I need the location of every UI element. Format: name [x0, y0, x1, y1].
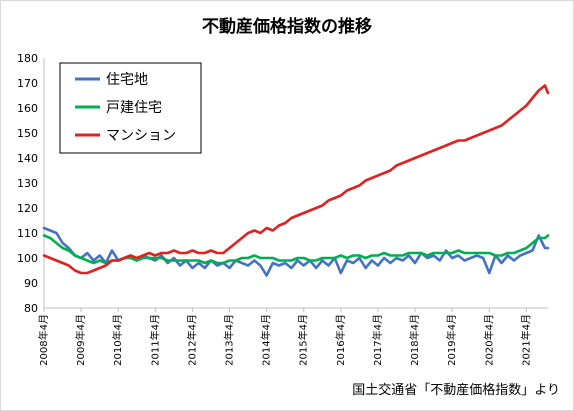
y-tick-label: 120 — [17, 202, 38, 215]
x-tick-label: 2018年4月 — [408, 314, 421, 366]
y-tick-label: 150 — [17, 127, 38, 140]
x-tick-label: 2011年4月 — [148, 314, 161, 366]
y-tick-label: 110 — [17, 227, 38, 240]
legend-label: 戸建住宅 — [106, 100, 162, 116]
y-tick-label: 180 — [17, 52, 38, 65]
x-tick-label: 2021年4月 — [519, 314, 532, 366]
y-tick-label: 90 — [24, 277, 38, 290]
series-line-2 — [42, 234, 550, 265]
x-tick-label: 2016年4月 — [334, 314, 347, 366]
x-tick-label: 2013年4月 — [223, 314, 236, 366]
x-tick-label: 2008年4月 — [37, 314, 50, 366]
y-tick-label: 140 — [17, 152, 38, 165]
chart-title: 不動産価格指数の推移 — [202, 17, 372, 37]
legend-label: 住宅地 — [106, 72, 148, 88]
y-tick-label: 100 — [17, 252, 38, 265]
plot-area — [43, 58, 548, 309]
y-tick-label: 80 — [24, 302, 38, 315]
x-tick-label: 2009年4月 — [74, 314, 87, 366]
y-axis: 80 90 100 110 120 130 140 150 160 170 180 — [17, 52, 38, 315]
x-tick-label: 2017年4月 — [371, 314, 384, 366]
x-tick-label: 2019年4月 — [445, 314, 458, 366]
source-note: 国土交通省「不動産価格指数」より — [352, 383, 560, 398]
y-tick-label: 130 — [17, 177, 38, 190]
legend-label: マンション — [106, 128, 176, 144]
x-tick-label: 2020年4月 — [482, 314, 495, 366]
x-tick-label: 2012年4月 — [185, 314, 198, 366]
x-tick-label: 2010年4月 — [111, 314, 124, 366]
series-layer — [42, 84, 550, 277]
x-tick-label: 2015年4月 — [297, 314, 310, 366]
x-tick-label: 2014年4月 — [260, 314, 273, 366]
x-axis: 2008年4月 2009年4月 2010年4月 2011年4月 2012年4月 2013年… — [37, 308, 532, 366]
y-tick-label: 160 — [17, 102, 38, 115]
series-line-3 — [42, 84, 550, 275]
y-tick-label: 170 — [17, 77, 38, 90]
